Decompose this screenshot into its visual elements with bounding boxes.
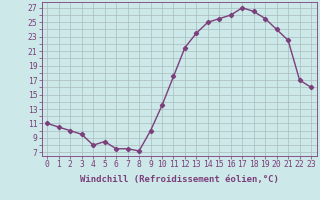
- X-axis label: Windchill (Refroidissement éolien,°C): Windchill (Refroidissement éolien,°C): [80, 175, 279, 184]
